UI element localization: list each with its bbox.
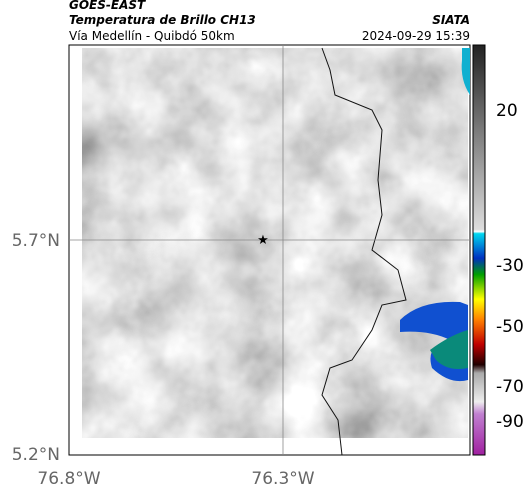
subtitle: Temperatura de Brillo CH13 bbox=[69, 13, 256, 27]
map-ticks: 5.7°N 5.2°N 76.8°W 76.3°W bbox=[12, 231, 315, 489]
lat-tick-label: 5.7°N bbox=[12, 231, 60, 251]
lon-tick-label: 76.3°W bbox=[251, 469, 314, 489]
lat-tick-label: 5.2°N bbox=[12, 445, 60, 465]
title: GOES-EAST bbox=[69, 0, 146, 12]
colorbar-tick-label: -70 bbox=[496, 377, 524, 397]
colorbar-tick-label: -50 bbox=[496, 317, 524, 337]
colorbar-tick-label: -90 bbox=[496, 412, 524, 432]
colorbar-tick-label: -30 bbox=[496, 256, 524, 276]
border bbox=[321, 47, 407, 456]
timestamp: 2024-09-29 15:39 bbox=[362, 29, 470, 43]
colorbar-tick-label: 20 bbox=[496, 101, 518, 121]
colorbar: 20 -30 -50 -70 -90 bbox=[472, 44, 524, 456]
lon-tick-label: 76.8°W bbox=[37, 469, 100, 489]
map-panel: ★ bbox=[68, 44, 471, 456]
colorbar-scale bbox=[472, 44, 486, 456]
location: Vía Medellín - Quibdó 50km bbox=[69, 29, 235, 43]
source: SIATA bbox=[432, 13, 470, 27]
brightness-field bbox=[82, 48, 468, 438]
station-marker: ★ bbox=[257, 233, 269, 248]
cold-core bbox=[430, 330, 468, 369]
cold-cloud bbox=[461, 48, 470, 95]
